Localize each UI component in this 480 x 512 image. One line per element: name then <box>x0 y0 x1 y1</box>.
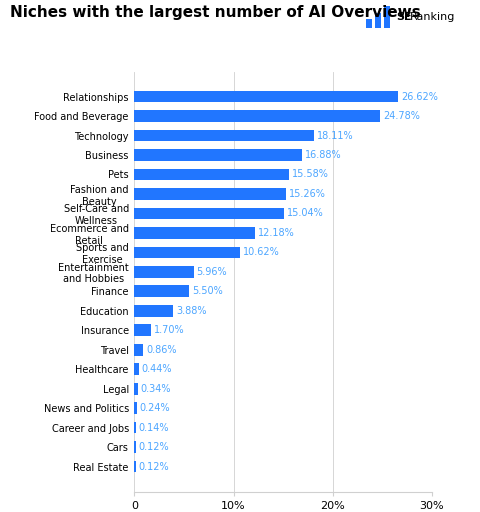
Text: Ranking: Ranking <box>409 12 455 23</box>
Bar <box>134 227 255 239</box>
Bar <box>134 207 284 219</box>
Bar <box>134 110 380 122</box>
Text: 12.18%: 12.18% <box>258 228 295 238</box>
Text: 0.86%: 0.86% <box>146 345 177 355</box>
Bar <box>134 383 138 395</box>
Bar <box>384 6 390 28</box>
Text: 5.50%: 5.50% <box>192 286 223 296</box>
Bar <box>134 325 151 336</box>
Bar <box>134 441 135 453</box>
Bar <box>134 364 139 375</box>
Text: 24.78%: 24.78% <box>383 111 420 121</box>
Text: 0.14%: 0.14% <box>139 422 169 433</box>
Bar <box>366 19 372 28</box>
Text: 15.58%: 15.58% <box>292 169 329 180</box>
Bar <box>134 266 193 278</box>
Bar <box>134 305 173 316</box>
Bar <box>134 188 286 200</box>
Text: 15.26%: 15.26% <box>289 189 325 199</box>
Text: 18.11%: 18.11% <box>317 131 354 141</box>
Text: Niches with the largest number of AI Overviews: Niches with the largest number of AI Ove… <box>10 5 420 20</box>
Bar <box>134 247 240 258</box>
Bar <box>134 422 136 434</box>
Bar <box>134 149 302 161</box>
Text: 1.70%: 1.70% <box>154 325 185 335</box>
Text: 0.44%: 0.44% <box>142 364 172 374</box>
Text: 26.62%: 26.62% <box>401 92 438 101</box>
Text: SE: SE <box>396 12 412 23</box>
Bar <box>134 168 289 180</box>
Text: 3.88%: 3.88% <box>176 306 206 316</box>
Text: 0.12%: 0.12% <box>139 442 169 452</box>
Bar <box>134 344 143 356</box>
Bar <box>375 13 381 28</box>
Bar <box>134 286 189 297</box>
Bar <box>134 461 135 473</box>
Text: 10.62%: 10.62% <box>243 247 279 258</box>
Text: 0.24%: 0.24% <box>140 403 170 413</box>
Bar <box>134 402 137 414</box>
Text: 0.34%: 0.34% <box>141 383 171 394</box>
Text: 16.88%: 16.88% <box>305 150 341 160</box>
Bar <box>134 130 314 141</box>
Bar <box>134 91 398 102</box>
Text: 5.96%: 5.96% <box>196 267 227 277</box>
Text: 15.04%: 15.04% <box>287 208 324 219</box>
Text: 0.12%: 0.12% <box>139 462 169 472</box>
